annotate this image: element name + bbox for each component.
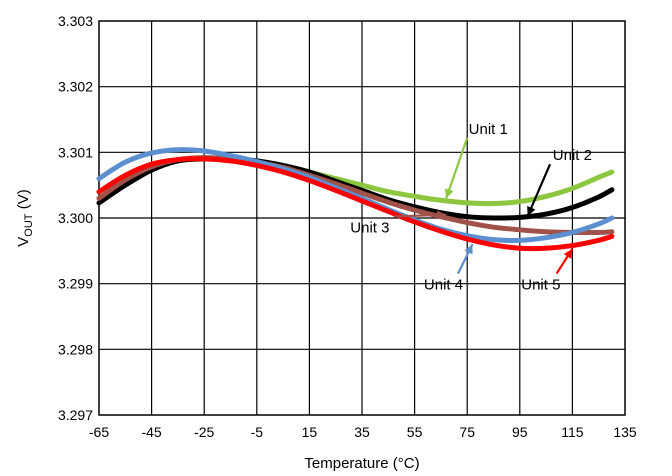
x-tick-label: 15 [302,424,318,440]
unit-arrow-2 [526,163,552,217]
x-tick-label: 55 [407,424,423,440]
unit-label-1: Unit 1 [469,121,508,138]
x-tick-label: -45 [141,424,161,440]
y-tick-label: 3.297 [58,407,93,423]
annotation-layer: Unit 1 Unit 2 Unit 3 Unit 4 Unit 5 [350,121,592,294]
series-line-unit-5 [96,156,615,252]
unit-arrowhead-2 [527,205,536,217]
unit-label-3: Unit 3 [350,219,389,236]
unit-arrowhead-5 [563,248,573,259]
x-tick-label: 95 [512,424,528,440]
unit-arrowhead-1 [444,188,454,199]
unit-label-2: Unit 2 [553,147,592,164]
y-tick-label: 3.302 [58,79,93,95]
x-tick-label: 115 [561,424,584,440]
x-tick-label: -65 [89,424,109,440]
y-tick-labels: 3.297 3.298 3.299 3.300 3.301 3.302 3.303 [58,13,93,423]
y-axis-label-unit: (V) [15,189,32,213]
x-axis-label: Temperature (°C) [304,455,419,472]
y-tick-label: 3.300 [58,210,93,226]
y-tick-label: 3.298 [58,341,93,357]
y-axis-label: VOUT (V) [15,189,35,246]
x-tick-label: 35 [354,424,370,440]
unit-arrowhead-3 [437,210,447,220]
unit-arrowhead-4 [464,244,473,255]
y-axis-label-subscript: OUT [23,213,35,237]
x-tick-label: -5 [251,424,264,440]
x-tick-label: 135 [613,424,637,440]
unit-label-4: Unit 4 [424,277,463,294]
grid [99,21,625,415]
series-layer [96,147,615,252]
unit-label-5: Unit 5 [521,277,560,294]
y-tick-label: 3.299 [58,276,93,292]
unit-arrow-1 [445,137,469,199]
x-tick-label: 75 [459,424,475,440]
y-axis-label-main: V [15,237,32,247]
y-tick-label: 3.303 [58,13,93,29]
y-tick-label: 3.301 [58,144,93,160]
x-tick-labels: -65 -45 -25 -5 15 35 55 75 95 115 135 [89,424,637,440]
x-tick-label: -25 [194,424,214,440]
